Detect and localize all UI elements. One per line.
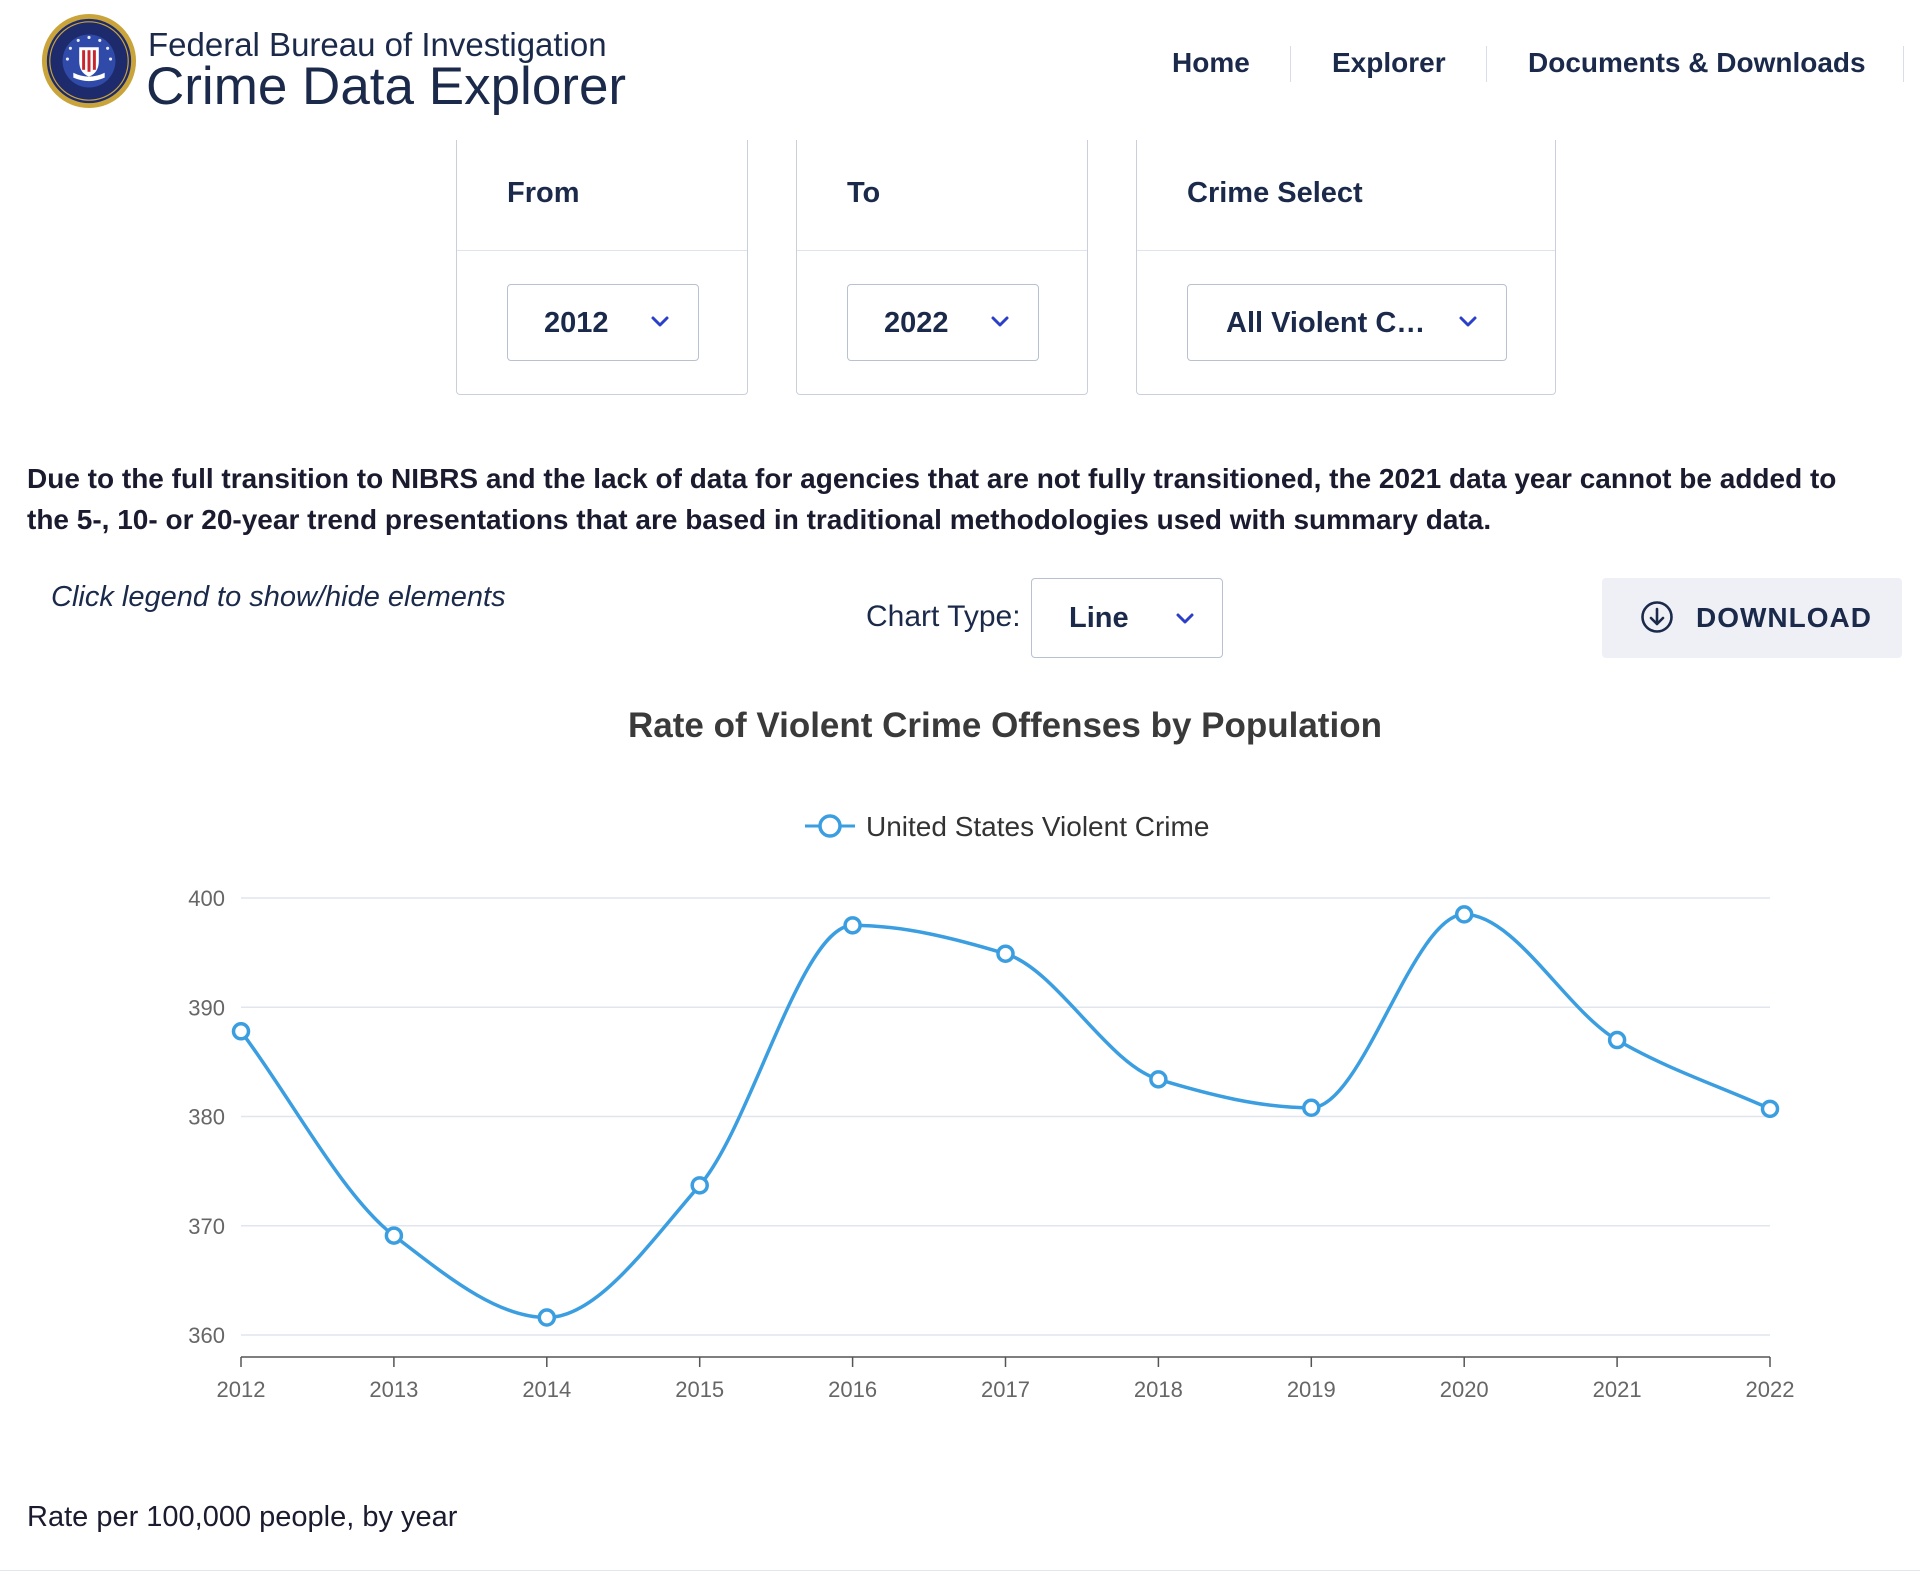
nav-divider bbox=[1290, 46, 1291, 82]
violent-crime-rate-chart: Rate of Violent Crime Offenses by Popula… bbox=[188, 706, 1795, 1402]
chart-type-value: Line bbox=[1069, 602, 1129, 634]
y-tick-label: 370 bbox=[188, 1214, 225, 1239]
nav-divider bbox=[1486, 46, 1487, 82]
from-panel: From 2012 bbox=[456, 140, 748, 395]
x-tick-label: 2016 bbox=[828, 1377, 877, 1402]
nav-explorer[interactable]: Explorer bbox=[1332, 47, 1446, 78]
data-point bbox=[384, 1226, 404, 1245]
notice-line-1: Due to the full transition to NIBRS and … bbox=[27, 463, 1837, 494]
x-tick-label: 2017 bbox=[981, 1377, 1030, 1402]
chart-footnote: Rate per 100,000 people, by year bbox=[27, 1501, 458, 1533]
chevron-down-icon bbox=[651, 316, 669, 327]
x-tick-label: 2013 bbox=[369, 1377, 418, 1402]
x-tick-label: 2012 bbox=[217, 1377, 266, 1402]
nibrs-transition-notice: Due to the full transition to NIBRS and … bbox=[27, 458, 1920, 540]
data-point bbox=[231, 1022, 251, 1041]
chart-type-select[interactable]: Line bbox=[1031, 578, 1223, 658]
data-point bbox=[537, 1308, 557, 1327]
download-label: DOWNLOAD bbox=[1696, 602, 1872, 633]
data-point bbox=[843, 916, 862, 935]
x-axis: 2012 2013 2014 2015 2016 2017 2018 2019 2020 2021… bbox=[217, 1356, 1795, 1402]
x-tick-label: 2019 bbox=[1287, 1377, 1336, 1402]
crime-select-panel: Crime Select All Violent C… bbox=[1136, 140, 1556, 395]
to-year-value: 2022 bbox=[884, 307, 949, 339]
legend-label: United States Violent Crime bbox=[866, 811, 1209, 842]
to-year-select[interactable]: 2022 bbox=[847, 284, 1039, 361]
site-header: Federal Bureau of Investigation Crime Da… bbox=[0, 0, 1920, 135]
series-line bbox=[239, 912, 1771, 1320]
to-label: To bbox=[847, 177, 881, 209]
legend-marker-icon bbox=[818, 814, 842, 838]
data-point bbox=[1607, 1030, 1627, 1050]
panel-divider bbox=[457, 250, 747, 251]
from-label: From bbox=[507, 177, 580, 209]
download-button[interactable]: DOWNLOAD bbox=[1602, 578, 1902, 658]
y-tick-label: 380 bbox=[188, 1105, 225, 1130]
legend-item-us-violent-crime[interactable]: United States Violent Crime bbox=[805, 811, 1209, 842]
nav-documents-downloads[interactable]: Documents & Downloads bbox=[1528, 47, 1866, 78]
y-tick-label: 400 bbox=[188, 886, 225, 911]
bottom-divider bbox=[0, 1570, 1920, 1571]
to-panel: To 2022 bbox=[796, 140, 1088, 395]
chevron-down-icon bbox=[991, 316, 1009, 327]
chart-grid: 360 370 380 390 400 bbox=[188, 886, 1770, 1348]
data-point bbox=[996, 944, 1015, 963]
legend-hint: Click legend to show/hide elements bbox=[51, 581, 506, 613]
org-name: Federal Bureau of Investigation bbox=[148, 26, 607, 63]
panel-divider bbox=[1137, 250, 1555, 251]
panel-divider bbox=[797, 250, 1087, 251]
x-tick-label: 2020 bbox=[1440, 1377, 1489, 1402]
fbi-seal-logo[interactable] bbox=[40, 12, 138, 110]
crime-type-value: All Violent C… bbox=[1226, 307, 1426, 339]
from-year-select[interactable]: 2012 bbox=[507, 284, 699, 361]
nav-home[interactable]: Home bbox=[1172, 47, 1250, 78]
crime-type-select[interactable]: All Violent C… bbox=[1187, 284, 1507, 361]
data-point bbox=[1302, 1098, 1321, 1118]
chart-type-label: Chart Type: bbox=[866, 600, 1021, 633]
y-tick-label: 360 bbox=[188, 1323, 225, 1348]
y-tick-label: 390 bbox=[188, 995, 225, 1020]
data-point bbox=[1149, 1070, 1168, 1089]
data-point bbox=[690, 1176, 709, 1195]
crime-select-label: Crime Select bbox=[1187, 177, 1363, 209]
x-tick-label: 2018 bbox=[1134, 1377, 1183, 1402]
download-icon bbox=[1641, 601, 1673, 633]
notice-line-2: the 5-, 10- or 20-year trend presentatio… bbox=[27, 504, 1492, 535]
from-year-value: 2012 bbox=[544, 307, 609, 339]
chevron-down-icon bbox=[1176, 613, 1194, 624]
chart-title: Rate of Violent Crime Offenses by Popula… bbox=[628, 706, 1382, 745]
data-point bbox=[1760, 1099, 1780, 1119]
app-title[interactable]: Crime Data Explorer bbox=[146, 57, 627, 116]
data-point bbox=[1454, 905, 1474, 924]
chart-series bbox=[231, 905, 1780, 1327]
x-tick-label: 2021 bbox=[1593, 1377, 1642, 1402]
nav-divider bbox=[1903, 46, 1904, 82]
x-tick-label: 2022 bbox=[1746, 1377, 1795, 1402]
chevron-down-icon bbox=[1459, 316, 1477, 327]
x-tick-label: 2014 bbox=[522, 1377, 571, 1402]
x-tick-label: 2015 bbox=[675, 1377, 724, 1402]
